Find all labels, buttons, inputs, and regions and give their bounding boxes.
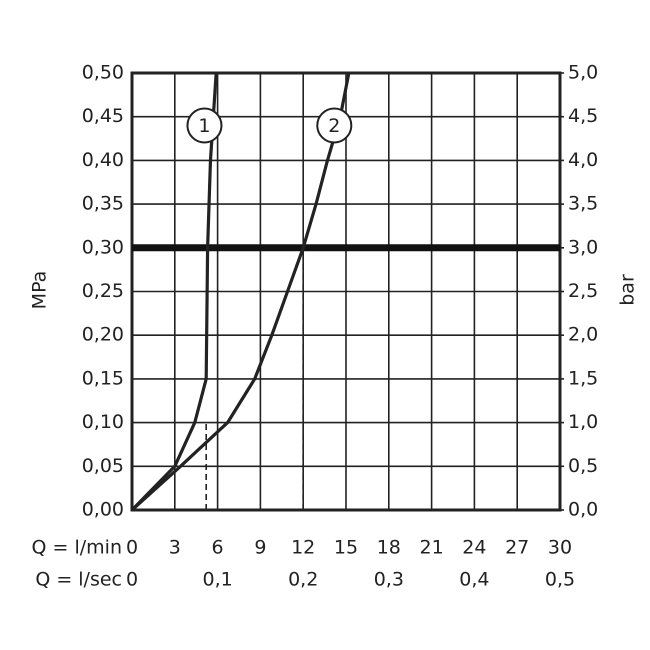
x2-tick-label: 0,4 <box>459 569 489 591</box>
y-tick-label: 0,00 <box>82 499 124 521</box>
x-tick-label: 21 <box>420 537 444 559</box>
y2-tick-label: 4,0 <box>568 149 598 171</box>
y2-axis-label: bar <box>617 274 639 306</box>
y2-tick-label: 1,5 <box>568 367 598 389</box>
y2-tick-label: 4,5 <box>568 105 598 127</box>
x-tick-label: 27 <box>505 537 529 559</box>
y2-tick-label: 3,0 <box>568 236 598 258</box>
y2-tick-label: 2,0 <box>568 324 598 346</box>
series-line <box>130 72 351 512</box>
y2-tick-label: 5,0 <box>568 62 598 84</box>
y-axis-label: MPa <box>29 271 51 310</box>
x-tick-label: 18 <box>377 537 401 559</box>
x-tick-label: 3 <box>169 537 181 559</box>
plot-frame <box>130 71 562 512</box>
y-tick-label: 0,50 <box>82 62 124 84</box>
x2-axis-label: Q = l/sec <box>35 569 122 591</box>
y-tick-label: 0,30 <box>82 236 124 258</box>
series-line <box>130 72 218 512</box>
x-tick-label: 30 <box>548 537 572 559</box>
y-tick-label: 0,05 <box>82 455 124 477</box>
x-axis-label: Q = l/min <box>32 537 122 559</box>
y-tick-label: 0,15 <box>82 367 124 389</box>
series-label-circle <box>186 107 223 144</box>
y2-tick-label: 3,5 <box>568 193 598 215</box>
y-tick-label: 0,25 <box>82 280 124 302</box>
x2-tick-label: 0,2 <box>288 569 318 591</box>
x2-tick-label: 0,5 <box>545 569 575 591</box>
x-tick-label: 0 <box>126 537 138 559</box>
series-label: 1 <box>198 115 210 137</box>
x2-tick-label: 0 <box>126 569 138 591</box>
series-label: 2 <box>328 115 340 137</box>
y-tick-label: 0,20 <box>82 324 124 346</box>
x-tick-label: 15 <box>334 537 358 559</box>
x-tick-label: 6 <box>212 537 224 559</box>
y2-tick-label: 2,5 <box>568 280 598 302</box>
x-tick-label: 24 <box>462 537 486 559</box>
y-tick-label: 0,10 <box>82 411 124 433</box>
x-tick-label: 9 <box>254 537 266 559</box>
series-label-circle <box>316 107 353 144</box>
y-tick-label: 0,40 <box>82 149 124 171</box>
y-tick-label: 0,45 <box>82 105 124 127</box>
y2-tick-label: 1,0 <box>568 411 598 433</box>
x2-tick-label: 0,3 <box>374 569 404 591</box>
y2-tick-label: 0,5 <box>568 455 598 477</box>
x-tick-label: 12 <box>291 537 315 559</box>
y2-tick-label: 0,0 <box>568 499 598 521</box>
x2-tick-label: 0,1 <box>202 569 232 591</box>
y-tick-label: 0,35 <box>82 193 124 215</box>
